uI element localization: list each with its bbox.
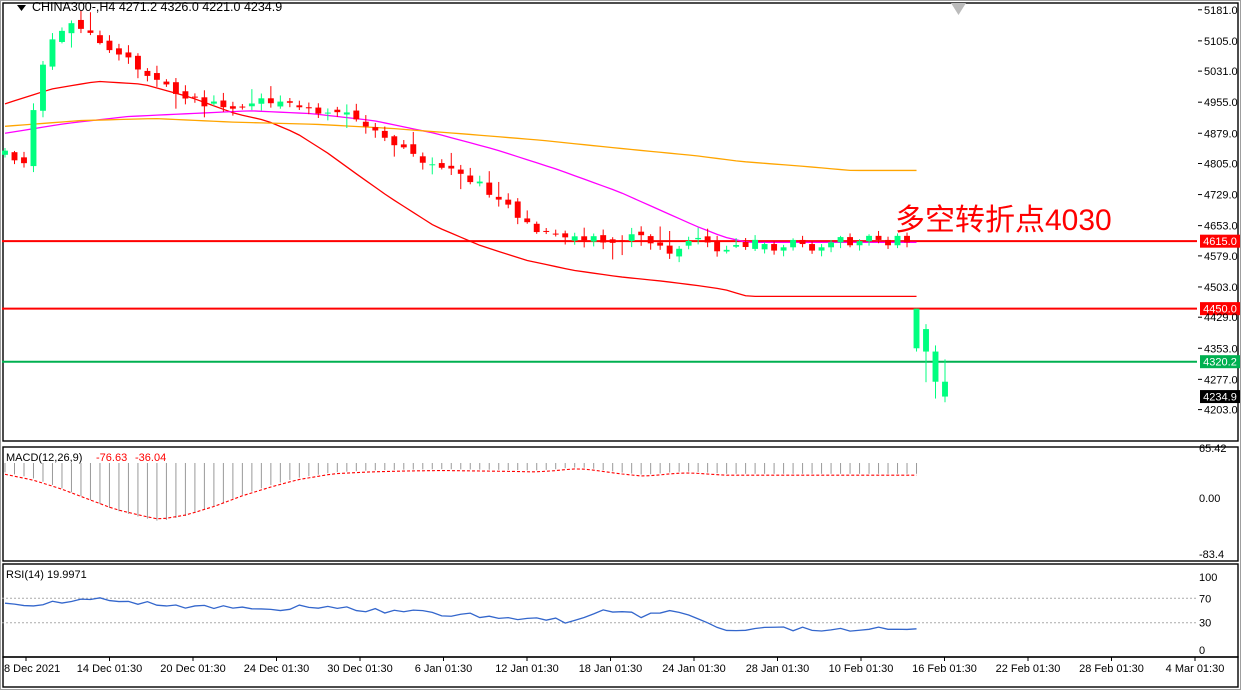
svg-text:-36.04: -36.04 — [135, 452, 166, 464]
svg-text:-83.4: -83.4 — [1199, 549, 1224, 561]
svg-text:70: 70 — [1199, 593, 1211, 605]
svg-text:0.00: 0.00 — [1199, 493, 1220, 505]
svg-text:0: 0 — [1199, 645, 1205, 657]
svg-text:100: 100 — [1199, 572, 1217, 584]
svg-text:24 Jan 01:30: 24 Jan 01:30 — [662, 663, 726, 675]
svg-text:28 Jan 01:30: 28 Jan 01:30 — [746, 663, 810, 675]
svg-text:16 Feb 01:30: 16 Feb 01:30 — [912, 663, 977, 675]
svg-text:65.42: 65.42 — [1199, 443, 1227, 455]
svg-text:4277.0: 4277.0 — [1204, 374, 1238, 386]
svg-text:5181.0: 5181.0 — [1204, 5, 1238, 17]
svg-text:22 Feb 01:30: 22 Feb 01:30 — [996, 663, 1061, 675]
svg-text:4729.0: 4729.0 — [1204, 190, 1238, 202]
svg-text:MACD(12,26,9): MACD(12,26,9) — [6, 452, 82, 464]
svg-text:8 Dec 2021: 8 Dec 2021 — [4, 663, 60, 675]
svg-text:4805.0: 4805.0 — [1204, 159, 1238, 171]
svg-text:12 Jan 01:30: 12 Jan 01:30 — [495, 663, 559, 675]
svg-text:RSI(14) 19.9971: RSI(14) 19.9971 — [6, 569, 87, 581]
svg-text:CHINA300-,H4 4271.2 4326.0 4: CHINA300-,H4 4271.2 4326.0 4221.0 4234.9 — [32, 0, 282, 14]
svg-text:4503.0: 4503.0 — [1204, 282, 1238, 294]
svg-text:多空​转折点4030: 多空​转折点4030 — [895, 204, 1112, 237]
svg-text:20 Dec 01:30: 20 Dec 01:30 — [160, 663, 225, 675]
svg-text:10 Feb 01:30: 10 Feb 01:30 — [829, 663, 894, 675]
svg-text:4615.0: 4615.0 — [1203, 236, 1237, 248]
svg-text:6 Jan 01:30: 6 Jan 01:30 — [415, 663, 473, 675]
svg-text:28 Feb 01:30: 28 Feb 01:30 — [1079, 663, 1144, 675]
svg-text:30: 30 — [1199, 618, 1211, 630]
svg-text:4879.0: 4879.0 — [1204, 128, 1238, 140]
svg-text:4 Mar 01:30: 4 Mar 01:30 — [1166, 663, 1225, 675]
svg-text:14 Dec 01:30: 14 Dec 01:30 — [77, 663, 142, 675]
svg-text:4429.0: 4429.0 — [1204, 312, 1238, 324]
svg-text:5105.0: 5105.0 — [1204, 36, 1238, 48]
svg-text:4579.0: 4579.0 — [1204, 251, 1238, 263]
svg-text:4955.0: 4955.0 — [1204, 97, 1238, 109]
svg-text:30 Dec 01:30: 30 Dec 01:30 — [327, 663, 392, 675]
svg-text:24 Dec 01:30: 24 Dec 01:30 — [244, 663, 309, 675]
svg-text:4234.9: 4234.9 — [1203, 392, 1237, 404]
svg-text:4653.0: 4653.0 — [1204, 221, 1238, 233]
svg-text:4320.2: 4320.2 — [1203, 357, 1237, 369]
svg-text:18 Jan 01:30: 18 Jan 01:30 — [579, 663, 643, 675]
svg-text:5031.0: 5031.0 — [1204, 66, 1238, 78]
svg-text:4203.0: 4203.0 — [1204, 405, 1238, 417]
svg-text:-76.63: -76.63 — [96, 452, 127, 464]
svg-text:4353.0: 4353.0 — [1204, 343, 1238, 355]
